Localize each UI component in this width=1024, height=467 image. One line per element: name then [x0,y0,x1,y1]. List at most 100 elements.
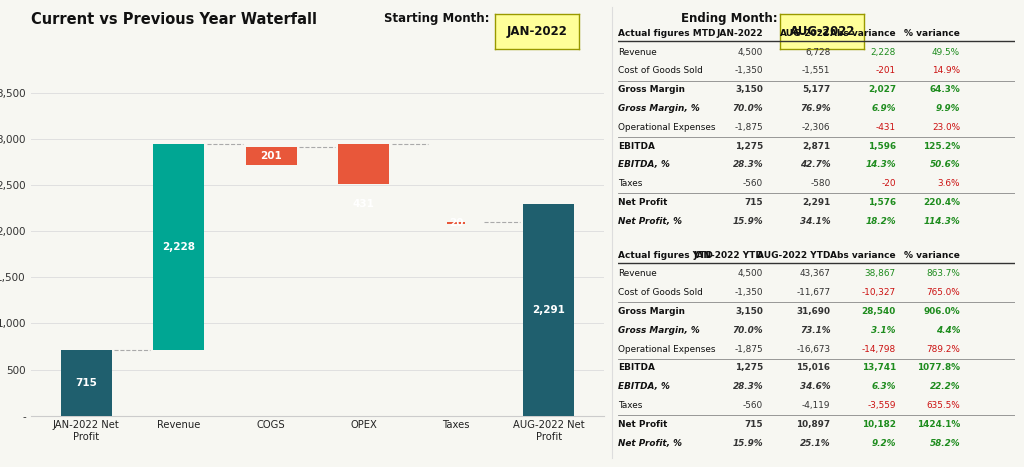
Text: 70.0%: 70.0% [732,104,763,113]
Text: EBITDA, %: EBITDA, % [618,160,671,170]
Text: 863.7%: 863.7% [927,269,961,278]
Text: Current vs Previous Year Waterfall: Current vs Previous Year Waterfall [31,12,316,27]
Text: -560: -560 [743,179,763,188]
Text: 10,182: 10,182 [862,420,896,429]
Text: 114.3%: 114.3% [924,217,961,226]
Text: 9.2%: 9.2% [871,439,896,447]
Text: 43,367: 43,367 [800,269,830,278]
Text: Abs variance: Abs variance [830,29,896,38]
Text: -1,875: -1,875 [734,123,763,132]
Text: Abs variance: Abs variance [830,251,896,260]
Text: -10,327: -10,327 [862,288,896,297]
Text: -1,875: -1,875 [734,345,763,354]
Text: 1424.1%: 1424.1% [916,420,961,429]
Text: AUG-2022: AUG-2022 [780,29,830,38]
Text: 3,150: 3,150 [735,307,763,316]
Text: % variance: % variance [904,251,961,260]
Text: 13,741: 13,741 [861,363,896,372]
Text: 1,275: 1,275 [735,363,763,372]
Text: 9.9%: 9.9% [936,104,961,113]
Text: 34.1%: 34.1% [800,217,830,226]
Text: 4,500: 4,500 [738,48,763,57]
Bar [447,222,465,224]
Text: AUG-2022: AUG-2022 [790,25,855,38]
Text: Gross Margin: Gross Margin [618,85,685,94]
Text: 31,690: 31,690 [797,307,830,316]
Text: JAN-2022: JAN-2022 [506,25,567,38]
Text: 73.1%: 73.1% [800,326,830,335]
Text: 715: 715 [76,378,97,388]
Text: 715: 715 [744,420,763,429]
Text: 635.5%: 635.5% [927,401,961,410]
Text: 34.6%: 34.6% [800,382,830,391]
Text: Net Profit: Net Profit [618,420,668,429]
Text: Taxes: Taxes [618,401,643,410]
Text: 38,867: 38,867 [865,269,896,278]
Text: EBITDA: EBITDA [618,363,655,372]
Text: Gross Margin, %: Gross Margin, % [618,326,700,335]
Text: 14.9%: 14.9% [932,66,961,75]
Text: 906.0%: 906.0% [924,307,961,316]
Text: 28.3%: 28.3% [732,382,763,391]
Text: -20: -20 [882,179,896,188]
Text: Gross Margin, %: Gross Margin, % [618,104,700,113]
Text: Net Profit: Net Profit [618,198,668,207]
Text: JAN-2022: JAN-2022 [717,29,763,38]
Text: 58.2%: 58.2% [930,439,961,447]
Text: -431: -431 [876,123,896,132]
Text: EBITDA: EBITDA [618,142,655,150]
Text: 49.5%: 49.5% [932,48,961,57]
Text: 15.9%: 15.9% [732,217,763,226]
Text: AUG-2022 YTD: AUG-2022 YTD [757,251,830,260]
Text: -4,119: -4,119 [802,401,830,410]
Bar [246,147,297,165]
Text: Starting Month:: Starting Month: [384,12,489,25]
Text: 1,596: 1,596 [867,142,896,150]
Text: -14,798: -14,798 [861,345,896,354]
Text: 789.2%: 789.2% [927,345,961,354]
Bar [338,144,389,184]
Text: 14.3%: 14.3% [865,160,896,170]
Text: Gross Margin: Gross Margin [618,307,685,316]
Text: Operational Expenses: Operational Expenses [618,345,716,354]
Text: 2,228: 2,228 [870,48,896,57]
Bar [60,350,112,416]
Text: 1,275: 1,275 [735,142,763,150]
Text: -1,350: -1,350 [734,288,763,297]
Text: 5,177: 5,177 [802,85,830,94]
Text: 6.9%: 6.9% [871,104,896,113]
Text: -11,677: -11,677 [797,288,830,297]
Text: 28.3%: 28.3% [732,160,763,170]
Text: 715: 715 [744,198,763,207]
Text: 4.4%: 4.4% [936,326,961,335]
Text: -1,551: -1,551 [802,66,830,75]
Text: 76.9%: 76.9% [800,104,830,113]
Text: 23.0%: 23.0% [932,123,961,132]
Text: Actual figures YTD: Actual figures YTD [618,251,714,260]
Text: 50.6%: 50.6% [930,160,961,170]
Text: 4,500: 4,500 [738,269,763,278]
Text: Actual figures MTD: Actual figures MTD [618,29,716,38]
Text: 20: 20 [449,218,464,228]
Text: Ending Month:: Ending Month: [681,12,777,25]
Text: -3,559: -3,559 [867,401,896,410]
Text: 3,150: 3,150 [735,85,763,94]
Text: 2,291: 2,291 [802,198,830,207]
Text: 64.3%: 64.3% [930,85,961,94]
Text: Net Profit, %: Net Profit, % [618,439,682,447]
Text: -16,673: -16,673 [797,345,830,354]
Text: 18.2%: 18.2% [865,217,896,226]
Text: -2,306: -2,306 [802,123,830,132]
Text: 15.9%: 15.9% [732,439,763,447]
Text: 22.2%: 22.2% [930,382,961,391]
Text: Taxes: Taxes [618,179,643,188]
Text: % variance: % variance [904,29,961,38]
Text: 2,228: 2,228 [162,242,196,252]
Text: EBITDA, %: EBITDA, % [618,382,671,391]
Text: 3.6%: 3.6% [938,179,961,188]
Text: 28,540: 28,540 [861,307,896,316]
Text: 25.1%: 25.1% [800,439,830,447]
Text: 6,728: 6,728 [805,48,830,57]
Text: 1,576: 1,576 [867,198,896,207]
Text: 201: 201 [260,151,282,161]
